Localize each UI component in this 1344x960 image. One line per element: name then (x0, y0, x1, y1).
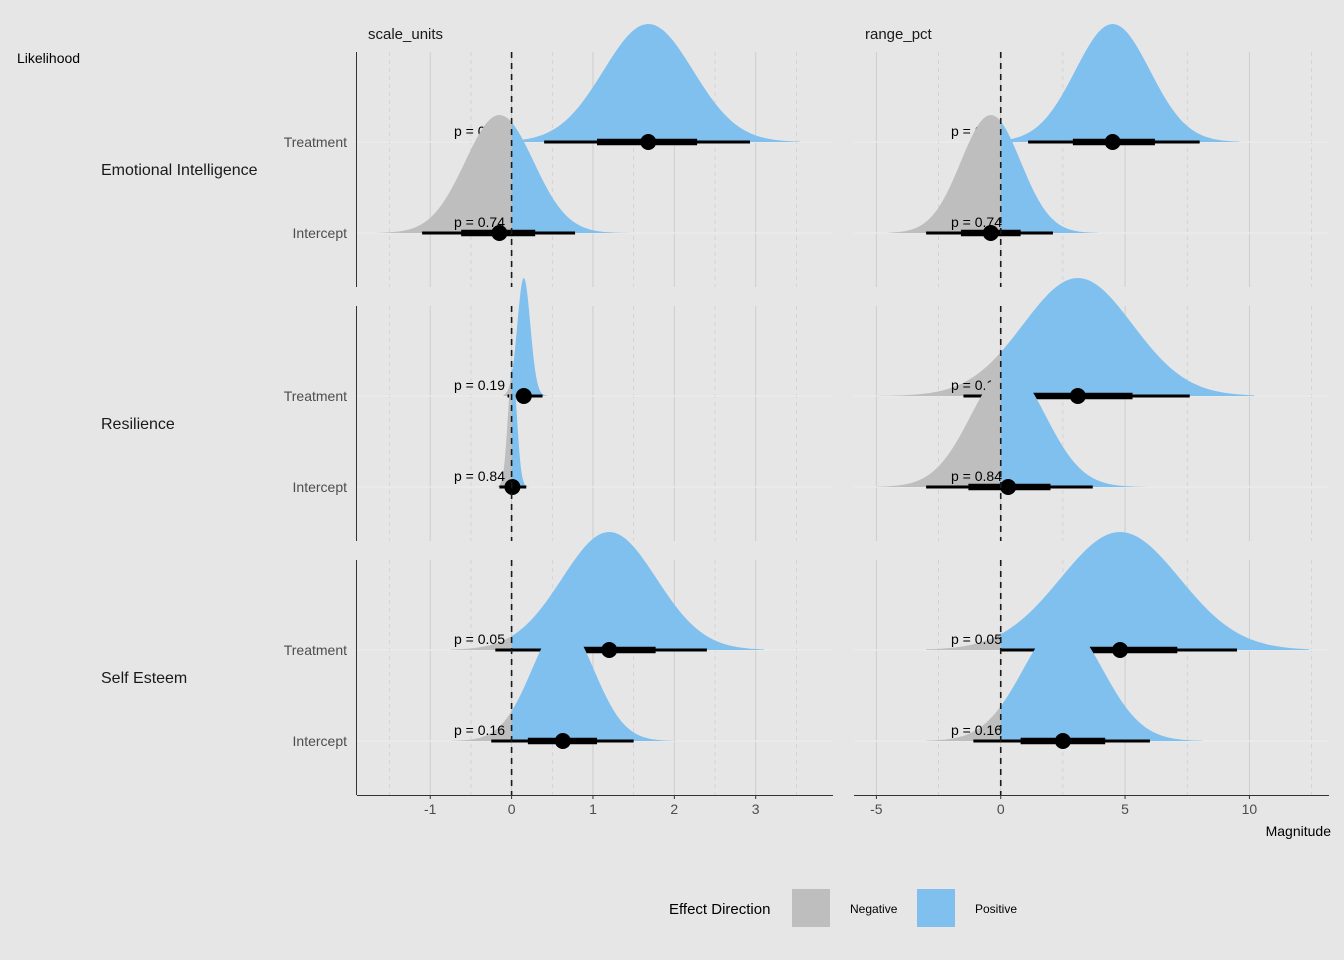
p-value-label: p = 0.16 (951, 722, 1002, 738)
y-axis-title: Likelihood (17, 50, 80, 66)
median-point (1000, 479, 1017, 495)
outcome-label: Resilience (101, 416, 175, 433)
facet-title: range_pct (865, 26, 933, 43)
density-negative (876, 371, 1001, 487)
median-point (1104, 134, 1121, 150)
median-point (1069, 388, 1086, 404)
p-value-label: p = 0.74 (454, 214, 505, 230)
x-axis-title: Magnitude (1266, 823, 1332, 839)
p-value-label: p = 0.19 (454, 377, 505, 393)
density-negative (926, 706, 1001, 741)
density-negative (450, 636, 512, 650)
density-negative (876, 352, 1001, 396)
legend-key-negative (792, 889, 830, 927)
x-tick-label: 10 (1242, 801, 1258, 817)
density-negative (377, 115, 512, 233)
legend-title: Effect Direction (669, 901, 770, 918)
x-tick-label: 2 (670, 801, 678, 817)
legend-label: Negative (850, 902, 898, 916)
density-positive (511, 532, 764, 650)
x-tick-label: 1 (589, 801, 597, 817)
median-point (982, 225, 999, 241)
median-point (1054, 733, 1071, 749)
y-tick-label: Treatment (284, 134, 347, 150)
median-point (554, 733, 571, 749)
x-tick-label: 3 (752, 801, 760, 817)
median-point (515, 388, 532, 404)
density-positive (1000, 532, 1310, 650)
facet-title: scale_units (368, 26, 443, 43)
y-tick-label: Treatment (284, 388, 347, 404)
x-tick-label: -5 (870, 801, 883, 817)
p-value-label: p = 0.74 (951, 214, 1002, 230)
y-tick-label: Intercept (293, 733, 348, 749)
p-value-label: p = 0.05 (951, 631, 1002, 647)
density-positive (511, 623, 676, 741)
density-positive (1000, 623, 1203, 741)
median-point (504, 479, 521, 495)
p-value-label: p = 0.84 (951, 468, 1002, 484)
legend-label: Positive (975, 902, 1017, 916)
outcome-label: Self Esteem (101, 670, 187, 687)
density-negative (450, 711, 512, 741)
density-negative (888, 115, 1001, 233)
legend-key-positive (917, 889, 955, 927)
x-tick-label: 0 (508, 801, 516, 817)
median-point (601, 642, 618, 658)
density-positive (511, 278, 553, 396)
density-positive (511, 122, 630, 233)
density-negative (495, 370, 512, 487)
density-positive (1000, 369, 1148, 487)
median-point (640, 134, 657, 150)
y-tick-label: Treatment (284, 642, 347, 658)
density-positive (511, 369, 535, 487)
p-value-label: p = 0.05 (454, 631, 505, 647)
median-point (1112, 642, 1129, 658)
density-positive (1000, 121, 1098, 233)
y-tick-label: Intercept (293, 479, 348, 495)
y-tick-label: Intercept (293, 225, 348, 241)
density-positive (1000, 278, 1255, 396)
density-positive (511, 24, 801, 142)
density-positive (1000, 24, 1240, 142)
density-negative (926, 634, 1001, 650)
x-tick-label: -1 (424, 801, 437, 817)
p-value-label: p = 0.16 (454, 722, 505, 738)
median-point (491, 225, 508, 241)
outcome-label: Emotional Intelligence (101, 162, 258, 179)
x-tick-label: 0 (997, 801, 1005, 817)
x-tick-label: 5 (1121, 801, 1129, 817)
p-value-label: p = 0.84 (454, 468, 505, 484)
